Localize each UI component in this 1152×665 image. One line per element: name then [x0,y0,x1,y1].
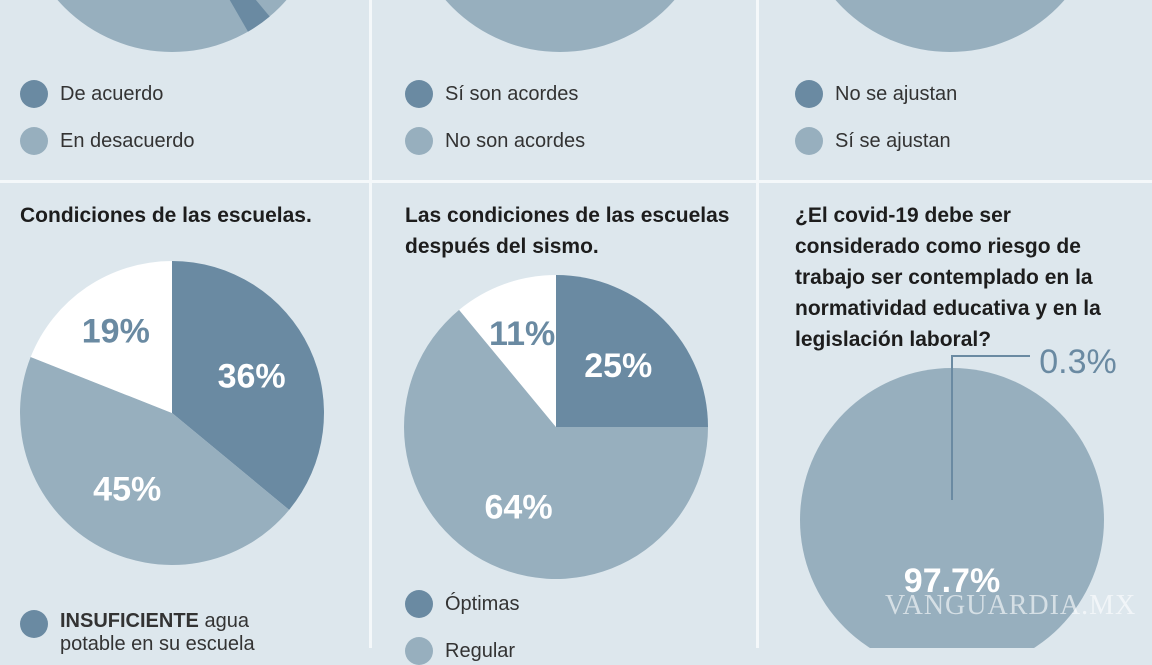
legend-label: Óptimas [445,592,520,615]
legend-swatch [20,127,48,155]
legend-item: Óptimas [405,590,519,618]
chart-title: ¿El covid-19 debe ser considerado como r… [795,204,1101,351]
pie-slice [556,275,708,427]
legend-swatch [405,80,433,108]
legend-swatch [405,637,433,665]
legend-label: No son acordes [445,129,586,152]
pie-charts: 36% 45% 19% 25% 64% 11% 97.7% 0.3% [19,0,1117,648]
legend-item: De acuerdo [20,80,163,108]
legend-label: INSUFICIENTE agua potable en su escuela [60,610,255,655]
data-label: 25% [584,347,652,385]
chart-title: Las condiciones de las escuelas después … [405,204,730,258]
legend-item: Sí se ajustan [795,127,951,155]
legend-label: Regular [445,639,516,662]
legend-swatch [795,80,823,108]
watermark: VANGUARDIA.MX [885,590,1137,621]
pie-slice [404,309,708,580]
legend-label: De acuerdo [60,82,164,105]
legend-label: No se ajustan [835,82,958,105]
data-label: 0.3% [1039,343,1117,381]
legend-item: No se ajustan [795,80,957,108]
legend-item: Sí son acordes [405,80,578,108]
legend-item: En desacuerdo [20,127,195,155]
legend-swatch [20,80,48,108]
pie-slice [445,0,675,52]
pie-slice [30,261,172,413]
pie-slice [229,0,270,32]
legend-label: Sí se ajustan [835,129,951,152]
data-label: 11% [489,315,555,353]
legend-swatch [20,610,48,638]
pie-slice [172,261,325,510]
data-label: 64% [485,489,553,527]
pie-slice [459,275,556,427]
data-label: 97.7% [904,562,1000,600]
legend-swatch [405,127,433,155]
divider [369,0,372,648]
divider [0,180,1152,183]
legend-item: Regular [405,637,515,665]
legend-item: INSUFICIENTE agua potable en su escuela [20,610,255,656]
legend-swatch [405,590,433,618]
pie-slice [835,0,1065,52]
pie-slice [19,357,290,566]
data-label: 45% [93,471,161,509]
data-label: 36% [218,358,286,396]
chart-title: Condiciones de las escuelas. [20,204,312,227]
pie-slice [800,368,1104,648]
legend-item: No son acordes [405,127,585,155]
legend-label: En desacuerdo [60,129,195,152]
data-label: 19% [82,312,150,350]
legend-label: Sí son acordes [445,82,579,105]
divider [756,0,759,648]
pie-slice [57,0,287,52]
leader-line [951,355,1030,500]
legend-swatch [795,127,823,155]
